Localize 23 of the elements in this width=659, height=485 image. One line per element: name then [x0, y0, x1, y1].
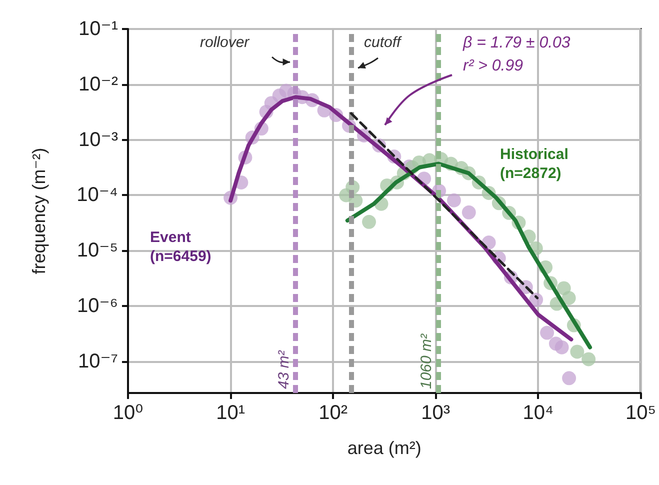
y-tick-label: 10⁻⁶ [76, 295, 118, 318]
y-axis-title: frequency (m⁻²) [29, 148, 49, 274]
x-tick-label: 10² [318, 402, 348, 424]
x-axis-title: area (m²) [347, 438, 422, 458]
x-tick-label: 10¹ [216, 402, 246, 424]
y-tick-label: 10⁻⁵ [76, 240, 118, 262]
series-label: Historical (n=2872) [500, 146, 573, 182]
annotation: β = 1.79 ± 0.03 [462, 34, 570, 52]
series-label: Event (n=6459) [150, 229, 212, 265]
y-tick-label: 10⁻⁷ [78, 350, 118, 372]
y-tick-label: 10⁻³ [78, 128, 118, 151]
ref-line-label: 1060 m² [418, 332, 436, 389]
annotation: r² > 0.99 [463, 58, 524, 74]
y-tick-label: 10⁻¹ [78, 18, 118, 40]
x-tick-label: 10³ [421, 402, 450, 424]
x-tick-label: 10⁰ [112, 402, 144, 424]
annotation: cutoff [364, 34, 403, 51]
annotation: rollover [200, 34, 250, 51]
y-tick-label: 10⁻² [78, 73, 118, 96]
x-tick-label: 10⁴ [522, 402, 554, 424]
x-tick-label: 10⁵ [625, 402, 656, 424]
ref-line-label: 43 m² [276, 350, 293, 389]
y-tick-label: 10⁻⁴ [76, 184, 118, 206]
